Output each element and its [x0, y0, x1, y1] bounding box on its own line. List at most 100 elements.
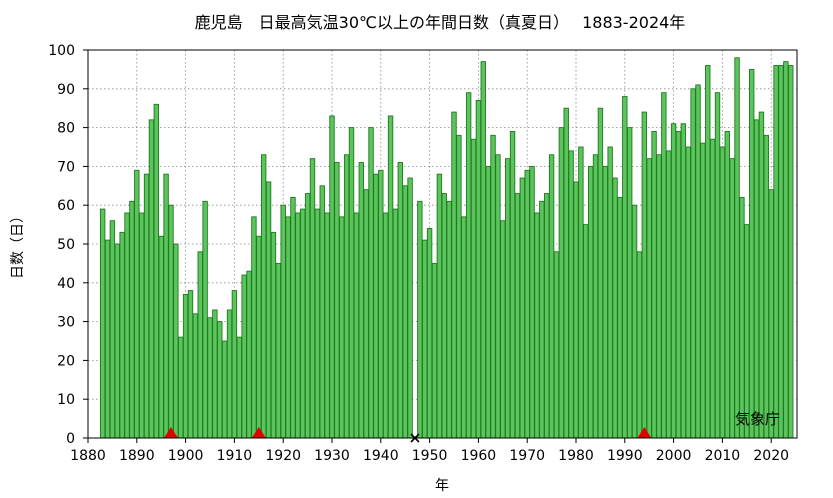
bar: [656, 154, 662, 439]
bar: [602, 165, 608, 439]
bar: [280, 204, 286, 439]
bar: [529, 165, 535, 439]
bar: [519, 177, 526, 439]
y-tick-label: 80: [57, 121, 75, 137]
bar: [402, 185, 408, 439]
bar: [470, 138, 477, 439]
bar: [207, 317, 213, 439]
bar: [129, 200, 135, 439]
bar: [622, 96, 628, 439]
bar: [348, 127, 355, 439]
bar: [612, 177, 618, 439]
bar: [182, 293, 189, 439]
y-axis-title: 日数（日）: [10, 209, 26, 279]
bar: [597, 107, 604, 439]
bar: [178, 336, 184, 439]
bar: [114, 243, 120, 439]
bar: [143, 173, 150, 439]
bar: [363, 189, 369, 439]
bar: [578, 146, 584, 439]
bar: [573, 181, 579, 439]
bar: [563, 107, 569, 439]
bar: [343, 154, 350, 439]
bar: [163, 173, 169, 439]
bar: [539, 200, 545, 439]
x-axis-ticks: 1880 1890 1900 1910 1920 1930 1940 1950 1960 1970…: [70, 438, 789, 464]
bar: [197, 251, 203, 439]
bar: [495, 154, 501, 439]
bar: [231, 290, 238, 439]
bar: [700, 142, 706, 439]
bar: [270, 231, 277, 439]
bar: [138, 212, 145, 439]
bar: [514, 193, 521, 439]
bar: [587, 165, 594, 439]
bar: [358, 162, 364, 439]
bar: [651, 131, 657, 439]
x-tick-label: 2010: [705, 448, 741, 464]
bar: [407, 177, 413, 439]
bar: [631, 204, 638, 439]
bar: [226, 309, 233, 439]
x-tick-label: 1940: [363, 448, 399, 464]
bar: [373, 173, 379, 439]
bar: [329, 115, 335, 439]
bar: [241, 274, 247, 439]
bar: [783, 61, 789, 439]
bar: [465, 92, 472, 439]
x-tick-label: 1910: [217, 448, 253, 464]
bar: [153, 103, 160, 439]
bar: [334, 162, 340, 439]
y-tick-label: 70: [57, 159, 75, 175]
bar: [426, 228, 433, 439]
bar: [314, 208, 321, 439]
bar: [548, 154, 555, 439]
y-tick-label: 20: [57, 353, 75, 369]
bar: [636, 251, 643, 439]
bar: [675, 131, 682, 439]
bar: [109, 220, 116, 439]
bar: [568, 150, 574, 439]
y-tick-label: 90: [57, 82, 75, 98]
bar: [319, 185, 325, 439]
marker-series: [163, 427, 652, 443]
x-tick-label: 1880: [70, 448, 106, 464]
bar: [461, 216, 467, 439]
bar: [104, 239, 111, 439]
bar: [753, 119, 760, 439]
bar: [661, 92, 667, 439]
bar: [778, 65, 784, 439]
source-label: 気象庁: [735, 410, 780, 428]
bar: [431, 262, 438, 439]
bar-series: [99, 57, 794, 439]
bar: [417, 200, 423, 439]
x-tick-label: 1980: [558, 448, 594, 464]
bar: [382, 212, 389, 439]
bar: [480, 61, 486, 439]
bar: [221, 340, 228, 439]
bar: [617, 196, 623, 439]
bar: [285, 216, 291, 439]
bar: [173, 243, 179, 439]
bar: [387, 115, 394, 439]
bar: [256, 235, 262, 439]
bar: [217, 321, 223, 439]
bar: [485, 165, 491, 439]
y-tick-label: 50: [57, 237, 75, 253]
y-tick-label: 0: [66, 431, 75, 447]
x-tick-label: 1920: [265, 448, 301, 464]
bar: [607, 146, 613, 439]
triangle-marker: [637, 427, 652, 438]
bar: [202, 200, 208, 439]
bar: [290, 196, 296, 439]
bar: [456, 134, 462, 439]
triangle-marker: [163, 427, 178, 438]
y-tick-label: 40: [57, 276, 75, 292]
bar: [246, 270, 252, 439]
y-tick-label: 30: [57, 315, 75, 331]
bar: [368, 127, 374, 439]
bar: [729, 158, 735, 439]
bar: [592, 154, 599, 439]
x-tick-label: 1960: [461, 448, 497, 464]
